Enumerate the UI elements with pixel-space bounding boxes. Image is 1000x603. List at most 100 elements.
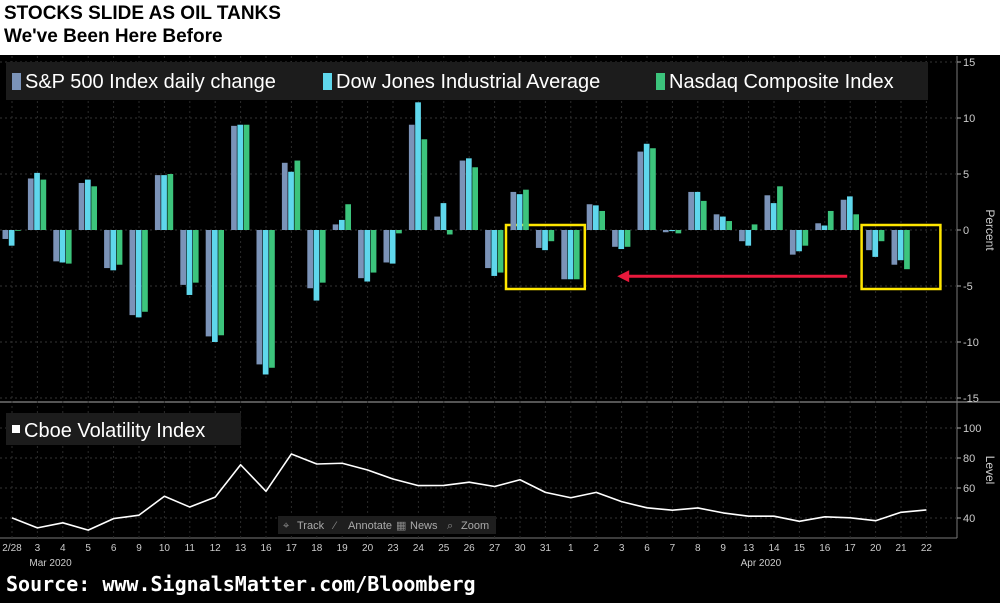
x-tick-label: 30 — [514, 543, 526, 554]
source-label: Source: www.SignalsMatter.com/Bloomberg — [6, 572, 476, 596]
bar-nasdaq — [726, 221, 732, 230]
red-arrow-head — [617, 270, 630, 283]
bar-sp500 — [281, 162, 288, 230]
x-tick-label: 12 — [210, 543, 222, 554]
bar-dow — [516, 194, 523, 230]
x-tick-label: 17 — [286, 543, 298, 554]
bar-dow — [821, 225, 828, 230]
bar-dow — [59, 230, 66, 263]
bar-nasdaq — [827, 210, 834, 230]
bar-sp500 — [180, 230, 186, 285]
chart-panel[interactable]: 15 10 5 0 -5 -10 -15 Percent 100 80 60 40 Level 2/28 3… — [0, 55, 1000, 570]
bar-nasdaq — [269, 230, 275, 368]
bar-nasdaq — [624, 230, 631, 247]
x-tick-label: 17 — [845, 543, 857, 554]
bar-sp500 — [662, 230, 669, 233]
bar-nasdaq — [40, 179, 47, 230]
bar-dow — [34, 172, 40, 230]
bar-dow — [85, 179, 91, 230]
bar-nasdaq — [751, 224, 758, 230]
bar-nasdaq — [218, 230, 224, 336]
x-tick-label: 16 — [819, 543, 831, 554]
bar-dow — [364, 230, 371, 282]
bar-nasdaq — [15, 230, 21, 231]
chart-title: STOCKS SLIDE AS OIL TANKS — [4, 3, 281, 24]
x-tick-label: 1 — [568, 543, 574, 554]
chart-toolbar — [278, 516, 496, 534]
toolbar-zoom-button[interactable]: Zoom — [461, 520, 489, 532]
x-tick-label: 6 — [111, 543, 117, 554]
legend-swatch-nasdaq — [656, 73, 665, 90]
x-tick-label: 24 — [413, 543, 425, 554]
bar-dow — [847, 196, 853, 230]
y-tick-label: 10 — [963, 113, 975, 125]
bar-dow — [161, 175, 167, 230]
bar-nasdaq — [497, 230, 504, 273]
magnifier-icon[interactable]: ⌕ — [447, 520, 453, 532]
bar-dow — [770, 203, 777, 230]
x-tick-label: 18 — [311, 543, 323, 554]
legend-swatch-sp500 — [12, 73, 21, 90]
bar-sp500 — [434, 216, 440, 230]
bar-dow — [288, 171, 294, 230]
x-tick-label: 26 — [464, 543, 476, 554]
bar-sp500 — [739, 230, 745, 242]
bar-sp500 — [2, 230, 9, 239]
bar-sp500 — [535, 230, 542, 248]
y-tick-label: 0 — [963, 225, 969, 237]
source-footer: Source: www.SignalsMatter.com/Bloomberg — [0, 570, 1000, 603]
bar-sp500 — [78, 182, 85, 230]
x-tick-label: 7 — [670, 543, 676, 554]
legend-label-dow: Dow Jones Industrial Average — [336, 71, 600, 93]
toolbar-annotate-button[interactable]: Annotate — [348, 520, 392, 532]
y-tick-label: -10 — [963, 337, 979, 349]
y-tick-label: 5 — [963, 169, 969, 181]
bar-sp500 — [307, 230, 313, 289]
x-tick-label: 27 — [489, 543, 501, 554]
x-tick-label: 10 — [159, 543, 171, 554]
toolbar-news-button[interactable]: News — [410, 520, 438, 532]
bar-dow — [491, 230, 498, 276]
bar-nasdaq — [548, 230, 555, 242]
bar-sp500 — [891, 230, 898, 265]
bar-nasdaq — [192, 230, 199, 283]
bar-nasdaq — [472, 167, 478, 230]
bar-dow — [542, 230, 548, 251]
x-tick-label: 25 — [438, 543, 450, 554]
y-tick-label: -5 — [963, 281, 973, 293]
x-tick-label: 13 — [235, 543, 247, 554]
bar-sp500 — [789, 230, 796, 255]
bar-nasdaq — [573, 230, 580, 280]
bar-sp500 — [205, 230, 212, 337]
bar-dow — [237, 124, 244, 230]
y-tick-label: 100 — [963, 423, 981, 435]
bar-nasdaq — [675, 230, 682, 234]
bar-sp500 — [485, 230, 491, 269]
bar-nasdaq — [345, 204, 351, 230]
newspaper-icon[interactable]: ▦ — [396, 520, 406, 532]
crosshair-icon[interactable]: ⌖ — [283, 520, 289, 532]
legend-label-sp500: S&P 500 Index daily change — [25, 71, 276, 93]
x-tick-label: 22 — [921, 543, 933, 554]
bar-dow — [110, 230, 117, 271]
bar-dow — [872, 230, 879, 257]
bar-sp500 — [408, 124, 415, 230]
x-tick-label: 3 — [619, 543, 625, 554]
bar-dow — [440, 203, 447, 230]
bar-dow — [186, 230, 193, 295]
x-tick-label: 16 — [260, 543, 272, 554]
bar-dow — [567, 230, 574, 280]
pencil-icon[interactable]: ⁄ — [331, 520, 338, 532]
bar-nasdaq — [243, 124, 250, 230]
bar-dow — [643, 143, 650, 230]
bar-dow — [720, 216, 726, 230]
bar-nasdaq — [319, 230, 326, 283]
x-tick-label: 6 — [644, 543, 650, 554]
bar-nasdaq — [65, 230, 72, 264]
toolbar-track-button[interactable]: Track — [297, 520, 325, 532]
x-tick-label: 3 — [35, 543, 41, 554]
bar-nasdaq — [396, 230, 402, 234]
bar-nasdaq — [599, 210, 605, 230]
y-tick-label: -15 — [963, 393, 979, 405]
